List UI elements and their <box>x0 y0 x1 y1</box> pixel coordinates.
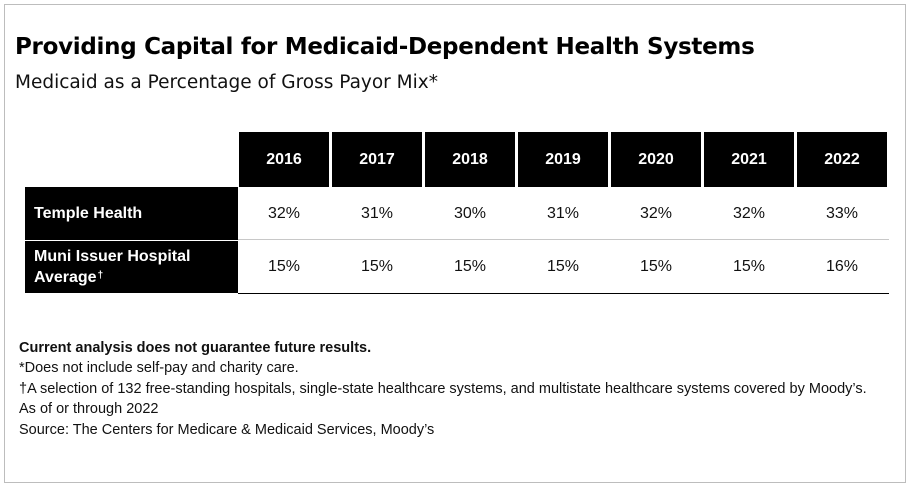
table-row-divider <box>238 187 889 240</box>
chart-frame <box>4 4 906 483</box>
chart-subtitle: Medicaid as a Percentage of Gross Payor … <box>15 72 438 93</box>
table-cell: 15% <box>360 258 394 275</box>
row-label-text: Temple Health <box>34 205 143 222</box>
footnotes: Current analysis does not guarantee futu… <box>19 338 899 440</box>
row-label-temple-health: Temple Health <box>25 187 238 240</box>
chart-title: Providing Capital for Medicaid-Dependent… <box>15 34 755 60</box>
table-cell: 32% <box>732 204 766 222</box>
table-cell: 15% <box>453 258 487 275</box>
table-cell: 31% <box>546 204 580 222</box>
column-header-2016: 2016 <box>239 132 329 187</box>
table-cell: 31% <box>360 204 394 222</box>
as-of-note: As of or through 2022 <box>19 401 159 418</box>
table-cell: 15% <box>639 258 673 275</box>
column-header-2022: 2022 <box>797 132 887 187</box>
table-cell: 15% <box>546 258 580 275</box>
dagger-footnote-mark: † <box>97 270 104 281</box>
source-note: Source: The Centers for Medicare & Medic… <box>19 421 435 438</box>
column-header-2021: 2021 <box>704 132 794 187</box>
column-header-2019: 2019 <box>518 132 608 187</box>
table-cell: 16% <box>825 258 859 275</box>
table-cell: 33% <box>825 204 859 222</box>
disclaimer-text: Current analysis does not guarantee futu… <box>19 340 372 356</box>
column-header-2017: 2017 <box>332 132 422 187</box>
table-bottom-rule <box>238 241 889 294</box>
table-cell: 30% <box>453 204 487 222</box>
column-header-2020: 2020 <box>611 132 701 187</box>
table-cell: 15% <box>267 258 301 275</box>
table-cell: 32% <box>639 204 673 222</box>
row-label-muni-issuer-hospital-average: Muni Issuer Hospital Average† <box>25 241 238 293</box>
table-cell: 15% <box>732 258 766 275</box>
footnote-asterisk: *Does not include self-pay and charity c… <box>19 360 299 377</box>
table-cell: 32% <box>267 204 301 222</box>
column-header-2018: 2018 <box>425 132 515 187</box>
row-label-text: Muni Issuer Hospital Average <box>34 248 191 286</box>
footnote-dagger: †A selection of 132 free-standing hospit… <box>19 380 867 397</box>
